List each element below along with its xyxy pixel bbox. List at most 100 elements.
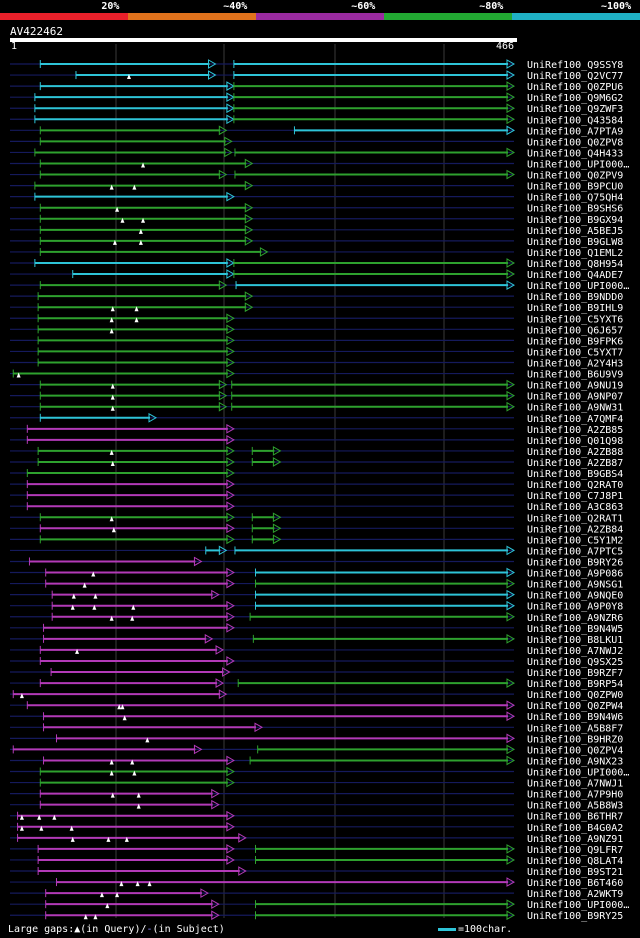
hit-row[interactable]: UniRef100_Q0ZPV4 <box>10 744 623 756</box>
hit-label[interactable]: UniRef100_Q4H433 <box>527 148 623 159</box>
hit-label[interactable]: UniRef100_Q2VC77 <box>527 71 623 82</box>
hit-row[interactable]: UniRef100_Q9M6G2 <box>10 92 623 104</box>
hit-row[interactable]: UniRef100_B9RZF7 <box>10 667 623 679</box>
hit-label[interactable]: UniRef100_B9RP54 <box>527 679 623 690</box>
hit-label[interactable]: UniRef100_Q1EML2 <box>527 248 623 259</box>
hit-label[interactable]: UniRef100_B9IHL9 <box>527 303 623 314</box>
hit-row[interactable]: UniRef100_Q2RAT1 <box>10 512 623 524</box>
hit-label[interactable]: UniRef100_A7NWJ1 <box>527 779 623 790</box>
hit-row[interactable]: UniRef100_B9RY26 <box>10 556 623 568</box>
hit-label[interactable]: UniRef100_A5B8F7 <box>527 723 623 734</box>
hit-label[interactable]: UniRef100_Q43584 <box>527 115 623 126</box>
hit-label[interactable]: UniRef100_A7P9H0 <box>527 790 623 801</box>
hit-label[interactable]: UniRef100_B9NDD0 <box>527 292 623 303</box>
hit-label[interactable]: UniRef100_B9GX94 <box>527 215 623 226</box>
hit-label[interactable]: UniRef100_B6T460 <box>527 878 623 889</box>
hit-row[interactable]: UniRef100_B4G0A2 <box>10 821 623 834</box>
hit-label[interactable]: UniRef100_Q0ZPW4 <box>527 701 623 712</box>
hit-label[interactable]: UniRef100_C5YXT6 <box>527 314 623 325</box>
hit-label[interactable]: UniRef100_B6U9V9 <box>527 370 623 381</box>
hit-row[interactable]: UniRef100_UPI000… <box>10 158 629 170</box>
hit-row[interactable]: UniRef100_A2Y4H3 <box>10 357 623 369</box>
hit-label[interactable]: UniRef100_A9NQE0 <box>527 591 623 602</box>
hit-row[interactable]: UniRef100_C7J8P1 <box>10 490 623 502</box>
hit-row[interactable]: UniRef100_Q0ZPU6 <box>10 81 623 93</box>
hit-row[interactable]: UniRef100_C5Y1M2 <box>10 534 623 546</box>
hit-row[interactable]: UniRef100_C5YXT6 <box>10 313 623 325</box>
hit-row[interactable]: UniRef100_A7QMF4 <box>10 412 623 425</box>
hit-label[interactable]: UniRef100_A3C863 <box>527 502 623 513</box>
hit-label[interactable]: UniRef100_A2Y4H3 <box>527 358 623 369</box>
hit-row[interactable]: UniRef100_A5B8W3 <box>10 799 623 812</box>
hit-row[interactable]: UniRef100_Q75QH4 <box>10 191 623 204</box>
hit-row[interactable]: UniRef100_B9RY25 <box>10 910 623 922</box>
hit-label[interactable]: UniRef100_Q9LFR7 <box>527 845 623 856</box>
hit-row[interactable]: UniRef100_A2ZB88 <box>10 446 623 458</box>
hit-label[interactable]: UniRef100_Q0ZPV4 <box>527 745 623 756</box>
hit-row[interactable]: UniRef100_C5YXT7 <box>10 346 623 358</box>
hit-row[interactable]: UniRef100_B6T460 <box>10 877 623 889</box>
hit-row[interactable]: UniRef100_B9IHL9 <box>10 302 623 314</box>
hit-label[interactable]: UniRef100_A9NX23 <box>527 756 623 767</box>
hit-row[interactable]: UniRef100_A9NW31 <box>10 401 623 414</box>
hit-row[interactable]: UniRef100_A7NWJ1 <box>10 777 623 790</box>
hit-row[interactable]: UniRef100_A7PTA9 <box>10 125 623 137</box>
hit-row[interactable]: UniRef100_A2ZB84 <box>10 523 623 535</box>
hit-label[interactable]: UniRef100_A9NP07 <box>527 392 623 403</box>
hit-row[interactable]: UniRef100_Q0ZPW0 <box>10 689 623 701</box>
hit-label[interactable]: UniRef100_UPI000… <box>527 281 629 292</box>
hit-row[interactable]: UniRef100_A7P9H0 <box>10 788 623 801</box>
hit-label[interactable]: UniRef100_UPI000… <box>527 159 629 170</box>
hit-label[interactable]: UniRef100_C5YXT7 <box>527 347 623 358</box>
hit-label[interactable]: UniRef100_B9RZF7 <box>527 668 623 679</box>
hit-label[interactable]: UniRef100_A9NZR6 <box>527 613 623 624</box>
hit-label[interactable]: UniRef100_A9NU19 <box>527 381 623 392</box>
hit-row[interactable]: UniRef100_Q43584 <box>10 114 623 126</box>
hit-row[interactable]: UniRef100_B9GBS4 <box>10 468 623 480</box>
hit-label[interactable]: UniRef100_A7NWJ2 <box>527 646 623 657</box>
hit-label[interactable]: UniRef100_Q9SSY8 <box>527 60 623 71</box>
hit-label[interactable]: UniRef100_A2ZB84 <box>527 524 623 535</box>
hit-label[interactable]: UniRef100_A5BEJ5 <box>527 226 623 237</box>
hit-row[interactable]: UniRef100_Q0ZPV8 <box>10 136 623 148</box>
hit-row[interactable]: UniRef100_B9NDD0 <box>10 291 623 303</box>
hit-row[interactable]: UniRef100_Q9ZWF3 <box>10 103 623 115</box>
hit-row[interactable]: UniRef100_A7PTC5 <box>10 545 623 557</box>
hit-label[interactable]: UniRef100_B9SHS6 <box>527 204 623 215</box>
hit-row[interactable]: UniRef100_Q4ADE7 <box>10 269 623 281</box>
hit-label[interactable]: UniRef100_A7QMF4 <box>527 414 623 425</box>
hit-label[interactable]: UniRef100_B9RY25 <box>527 911 623 922</box>
hit-row[interactable]: UniRef100_B9N4W6 <box>10 711 623 723</box>
hit-label[interactable]: UniRef100_A9NSG1 <box>527 580 623 591</box>
hit-row[interactable]: UniRef100_B6U9V9 <box>10 368 623 381</box>
hit-label[interactable]: UniRef100_Q9M6G2 <box>527 93 623 104</box>
hit-row[interactable]: UniRef100_B9ST21 <box>10 866 623 878</box>
hit-row[interactable]: UniRef100_A2ZB85 <box>10 423 623 436</box>
hit-label[interactable]: UniRef100_B6THR7 <box>527 812 623 823</box>
hit-label[interactable]: UniRef100_B9GLW8 <box>527 237 623 248</box>
hit-label[interactable]: UniRef100_A2ZB87 <box>527 458 623 469</box>
hit-label[interactable]: UniRef100_Q8H954 <box>527 259 623 270</box>
hit-row[interactable]: UniRef100_Q9LFR7 <box>10 844 623 856</box>
hit-row[interactable]: UniRef100_A2ZB87 <box>10 457 623 469</box>
hit-label[interactable]: UniRef100_Q4ADE7 <box>527 270 623 281</box>
hit-label[interactable]: UniRef100_A2ZB85 <box>527 425 623 436</box>
hit-row[interactable]: UniRef100_A5BEJ5 <box>10 224 623 237</box>
hit-label[interactable]: UniRef100_B9PCU0 <box>527 182 623 193</box>
hit-row[interactable]: UniRef100_UPI000… <box>10 280 629 292</box>
hit-row[interactable]: UniRef100_A9P086 <box>10 567 623 580</box>
hit-row[interactable]: UniRef100_Q0ZPV9 <box>10 169 623 182</box>
hit-label[interactable]: UniRef100_B9N4W5 <box>527 624 623 635</box>
hit-label[interactable]: UniRef100_B4G0A2 <box>527 823 623 834</box>
hit-label[interactable]: UniRef100_Q2RAT1 <box>527 513 623 524</box>
hit-label[interactable]: UniRef100_Q9ZWF3 <box>527 104 623 115</box>
hit-row[interactable]: UniRef100_A9NZ91 <box>10 832 623 845</box>
hit-row[interactable]: UniRef100_Q0ZPW4 <box>10 700 623 712</box>
hit-row[interactable]: UniRef100_Q2RAT0 <box>10 479 623 491</box>
hit-label[interactable]: UniRef100_B9GBS4 <box>527 469 623 480</box>
hit-label[interactable]: UniRef100_Q6J657 <box>527 325 623 336</box>
hit-row[interactable]: UniRef100_B9RP54 <box>10 678 623 690</box>
hit-row[interactable]: UniRef100_A9NP07 <box>10 390 623 403</box>
hit-label[interactable]: UniRef100_A9NZ91 <box>527 834 623 845</box>
hit-label[interactable]: UniRef100_A9NW31 <box>527 403 623 414</box>
